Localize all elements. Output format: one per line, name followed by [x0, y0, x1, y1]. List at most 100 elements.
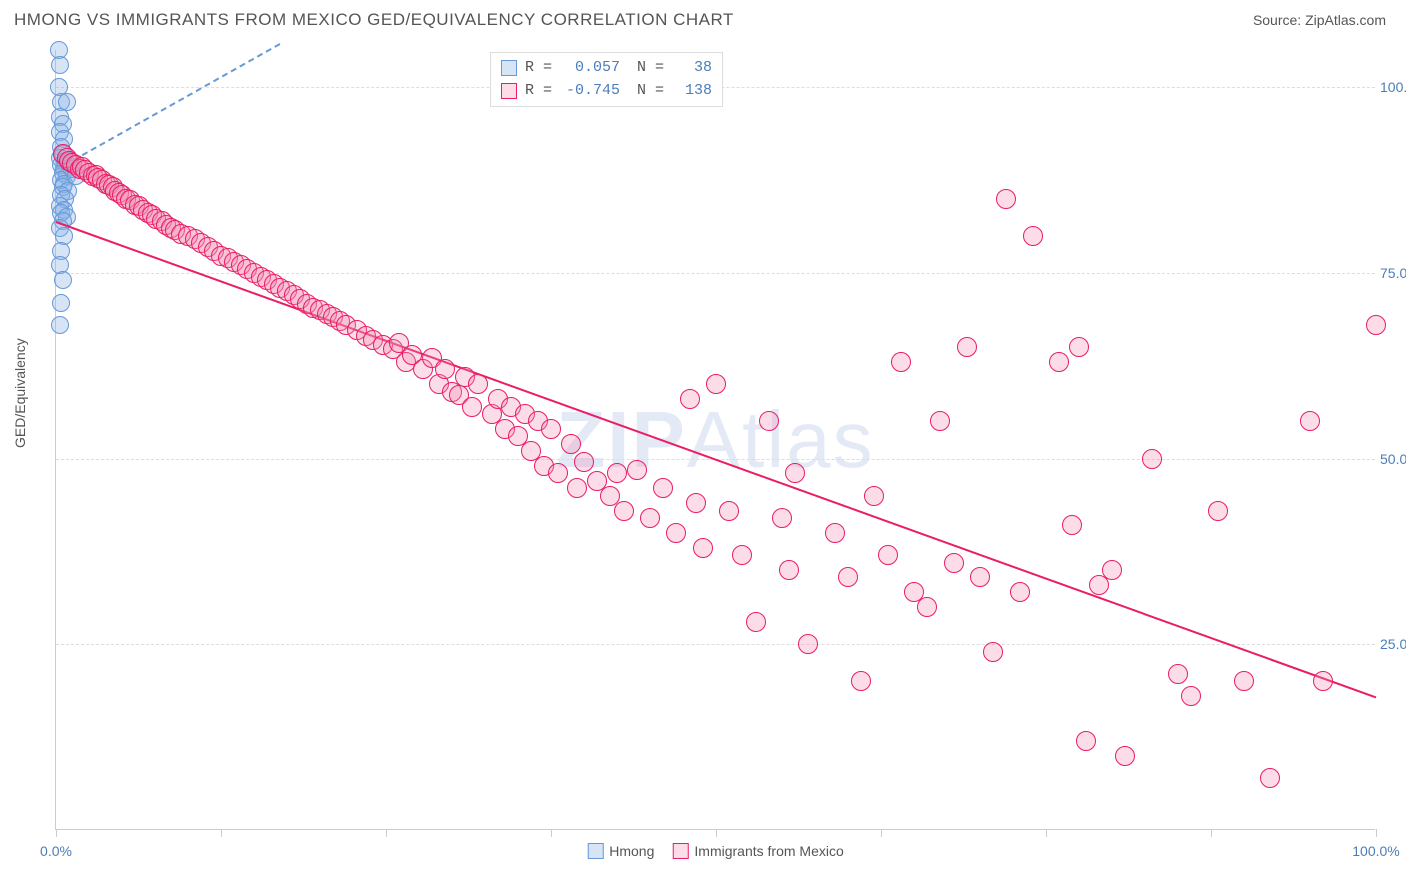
- data-point: [957, 337, 977, 357]
- data-point: [746, 612, 766, 632]
- data-point: [51, 316, 69, 334]
- data-point: [1181, 686, 1201, 706]
- data-point: [1102, 560, 1122, 580]
- gridline: [56, 644, 1375, 645]
- x-tick: [1211, 829, 1212, 837]
- data-point: [930, 411, 950, 431]
- data-point: [917, 597, 937, 617]
- data-point: [996, 189, 1016, 209]
- data-point: [1300, 411, 1320, 431]
- data-point: [1208, 501, 1228, 521]
- stat-n-value: 138: [672, 80, 712, 103]
- data-point: [574, 452, 594, 472]
- data-point: [1168, 664, 1188, 684]
- chart-header: HMONG VS IMMIGRANTS FROM MEXICO GED/EQUI…: [0, 0, 1406, 35]
- data-point: [666, 523, 686, 543]
- legend-item: Immigrants from Mexico: [672, 843, 843, 859]
- x-tick: [551, 829, 552, 837]
- data-point: [864, 486, 884, 506]
- stat-r-value: -0.745: [560, 80, 620, 103]
- data-point: [1115, 746, 1135, 766]
- stat-r-value: 0.057: [560, 57, 620, 80]
- data-point: [1062, 515, 1082, 535]
- data-point: [851, 671, 871, 691]
- trend-line: [56, 43, 281, 171]
- y-tick-label: 75.0%: [1380, 265, 1406, 281]
- data-point: [1366, 315, 1386, 335]
- legend-swatch: [501, 83, 517, 99]
- data-point: [561, 434, 581, 454]
- data-point: [653, 478, 673, 498]
- data-point: [680, 389, 700, 409]
- data-point: [1142, 449, 1162, 469]
- x-tick: [1046, 829, 1047, 837]
- data-point: [541, 419, 561, 439]
- y-tick-label: 25.0%: [1380, 636, 1406, 652]
- data-point: [798, 634, 818, 654]
- data-point: [58, 93, 76, 111]
- legend-swatch: [501, 60, 517, 76]
- x-tick: [1376, 829, 1377, 837]
- scatter-plot: ZIPAtlas 25.0%50.0%75.0%100.0%0.0%100.0%…: [55, 50, 1375, 830]
- stats-legend-row: R = 0.057 N = 38: [501, 57, 712, 80]
- data-point: [732, 545, 752, 565]
- data-point: [983, 642, 1003, 662]
- legend-swatch: [672, 843, 688, 859]
- data-point: [686, 493, 706, 513]
- x-tick: [716, 829, 717, 837]
- source-attribution: Source: ZipAtlas.com: [1253, 12, 1386, 28]
- data-point: [944, 553, 964, 573]
- x-tick: [881, 829, 882, 837]
- y-tick-label: 100.0%: [1380, 79, 1406, 95]
- data-point: [891, 352, 911, 372]
- data-point: [825, 523, 845, 543]
- stat-n-label: N =: [628, 57, 664, 80]
- stat-r-label: R =: [525, 57, 552, 80]
- data-point: [435, 359, 455, 379]
- data-point: [878, 545, 898, 565]
- data-point: [548, 463, 568, 483]
- x-tick-label: 100.0%: [1352, 843, 1399, 859]
- data-point: [1076, 731, 1096, 751]
- stat-r-label: R =: [525, 80, 552, 103]
- y-axis-label: GED/Equivalency: [12, 338, 28, 448]
- data-point: [759, 411, 779, 431]
- data-point: [1069, 337, 1089, 357]
- data-point: [1023, 226, 1043, 246]
- x-tick-label: 0.0%: [40, 843, 72, 859]
- stat-n-label: N =: [628, 80, 664, 103]
- data-point: [706, 374, 726, 394]
- data-point: [1234, 671, 1254, 691]
- data-point: [51, 56, 69, 74]
- data-point: [785, 463, 805, 483]
- data-point: [627, 460, 647, 480]
- series-legend: Hmong Immigrants from Mexico: [587, 843, 844, 859]
- data-point: [719, 501, 739, 521]
- stat-n-value: 38: [672, 57, 712, 80]
- data-point: [772, 508, 792, 528]
- legend-label: Hmong: [609, 843, 654, 859]
- data-point: [1313, 671, 1333, 691]
- watermark: ZIPAtlas: [556, 394, 874, 486]
- x-tick: [56, 829, 57, 837]
- data-point: [838, 567, 858, 587]
- data-point: [462, 397, 482, 417]
- data-point: [1049, 352, 1069, 372]
- y-tick-label: 50.0%: [1380, 451, 1406, 467]
- data-point: [468, 374, 488, 394]
- data-point: [1260, 768, 1280, 788]
- stats-legend: R = 0.057 N = 38 R = -0.745 N = 138: [490, 52, 723, 107]
- stats-legend-row: R = -0.745 N = 138: [501, 80, 712, 103]
- legend-swatch: [587, 843, 603, 859]
- legend-item: Hmong: [587, 843, 654, 859]
- x-tick: [221, 829, 222, 837]
- data-point: [779, 560, 799, 580]
- data-point: [1010, 582, 1030, 602]
- chart-title: HMONG VS IMMIGRANTS FROM MEXICO GED/EQUI…: [14, 10, 734, 30]
- x-tick: [386, 829, 387, 837]
- data-point: [970, 567, 990, 587]
- data-point: [614, 501, 634, 521]
- data-point: [567, 478, 587, 498]
- data-point: [607, 463, 627, 483]
- watermark-light: Atlas: [687, 395, 875, 484]
